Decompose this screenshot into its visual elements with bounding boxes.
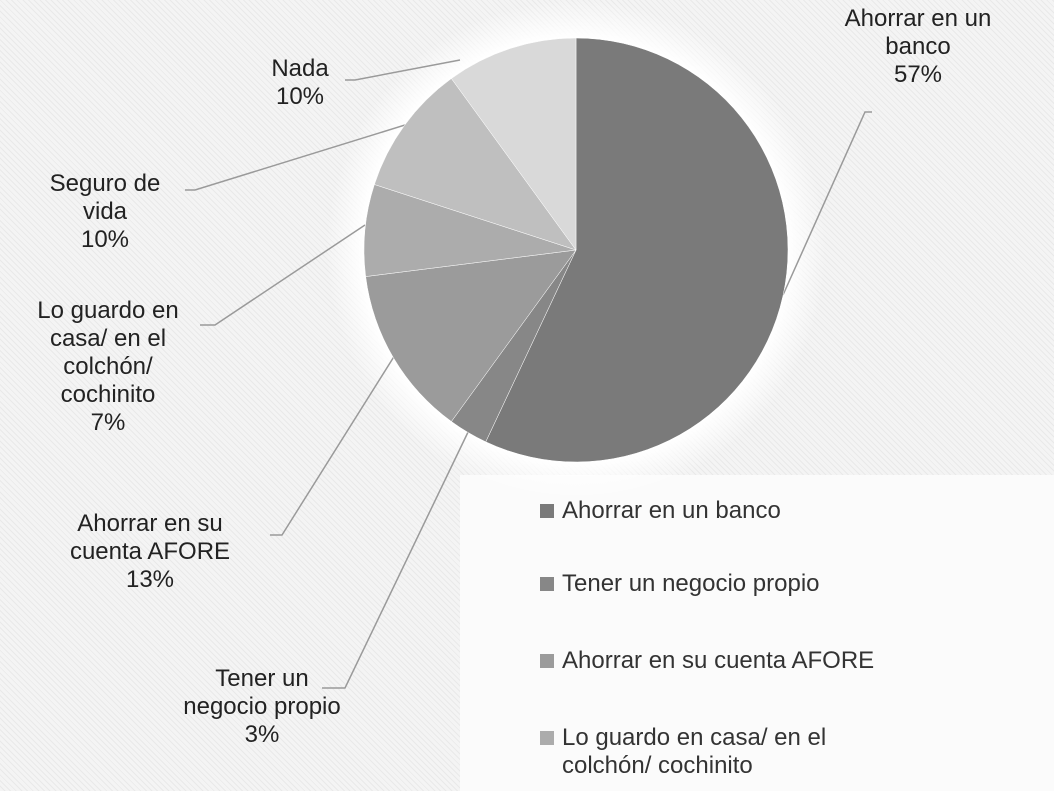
legend-label: Lo guardo en casa/ en el colchón/ cochin… (562, 724, 827, 779)
data-label-value: 13% (125, 566, 175, 593)
data-label-name: Ahorrar en su cuenta AFORE (69, 510, 231, 565)
data-label: Ahorrar en un banco 57% (818, 5, 1018, 89)
data-label: Seguro de vida 10% (30, 170, 180, 254)
legend-swatch (540, 504, 554, 518)
data-label-name: Ahorrar en un banco (844, 5, 992, 60)
data-label: Ahorrar en su cuenta AFORE 13% (63, 510, 238, 594)
legend-label: Ahorrar en su cuenta AFORE (562, 647, 875, 674)
data-label-value: 10% (275, 83, 325, 110)
leader-line (270, 354, 396, 536)
data-label: Tener un negocio propio 3% (175, 665, 350, 749)
data-label: Lo guardo en casa/ en el colchón/ cochin… (13, 297, 203, 437)
legend-swatch (540, 731, 554, 745)
pie-slice (365, 249, 577, 422)
legend-swatch (540, 577, 554, 591)
leader-line (782, 111, 872, 296)
data-label-name: Nada (271, 55, 329, 82)
leader-line (200, 224, 366, 326)
leader-line (345, 59, 461, 81)
legend-label: Tener un negocio propio (562, 570, 820, 597)
data-label-value: 7% (90, 409, 126, 436)
legend-label: Ahorrar en un banco (562, 497, 781, 524)
data-label-value: 10% (80, 226, 130, 253)
pie-slice (374, 78, 577, 251)
data-label-name: Seguro de vida (49, 170, 161, 225)
pie-slice (485, 37, 789, 463)
leader-lines (185, 59, 872, 689)
legend-swatch (540, 654, 554, 668)
data-label-name: Tener un negocio propio (183, 665, 341, 720)
data-label-value: 57% (893, 61, 943, 88)
pie-slice (451, 37, 577, 251)
data-label-name: Lo guardo en casa/ en el colchón/ cochin… (37, 297, 179, 408)
leader-line (185, 124, 406, 191)
legend (460, 475, 1054, 791)
data-label: Nada 10% (250, 55, 350, 111)
data-label-value: 3% (244, 721, 280, 748)
leader-line (322, 427, 471, 689)
